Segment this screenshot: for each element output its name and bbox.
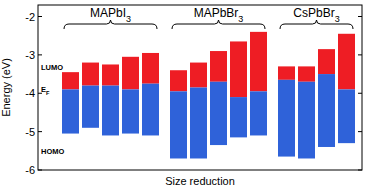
- y-tick: [38, 131, 42, 132]
- valence-bar: [102, 86, 119, 136]
- conduction-bar: [142, 53, 159, 84]
- conduction-bar: [338, 34, 355, 90]
- y-tick: [358, 93, 362, 94]
- conduction-bar: [210, 51, 227, 82]
- y-tick: [358, 16, 362, 17]
- conduction-bar: [190, 63, 207, 88]
- group-brace: [64, 20, 157, 29]
- group-label: MAPbBr3: [194, 6, 244, 24]
- y-tick-label: -6: [25, 164, 35, 176]
- valence-bar: [250, 91, 267, 135]
- y-tick-label: -3: [25, 49, 35, 61]
- group-brace: [280, 20, 353, 29]
- level-label: EF: [41, 85, 50, 96]
- group-label: MAPbI3: [90, 6, 131, 24]
- valence-bar: [142, 84, 159, 136]
- valence-bar: [338, 89, 355, 143]
- conduction-bar: [82, 63, 99, 86]
- y-tick: [358, 54, 362, 55]
- valence-bar: [230, 97, 247, 137]
- valence-bar: [278, 80, 295, 157]
- valence-bar: [298, 82, 315, 159]
- conduction-bar: [170, 70, 187, 91]
- x-axis-label: Size reduction: [165, 175, 235, 187]
- conduction-bar: [278, 66, 295, 79]
- y-axis-label: Energy (eV): [0, 58, 12, 117]
- conduction-bar: [318, 49, 335, 74]
- y-tick-label: -5: [25, 126, 35, 138]
- y-tick: [38, 170, 42, 171]
- y-tick: [38, 54, 42, 55]
- valence-bar: [62, 89, 79, 133]
- level-label: HOMO: [41, 147, 64, 156]
- conduction-bar: [250, 32, 267, 91]
- y-tick: [38, 16, 42, 17]
- valence-bar: [122, 89, 139, 133]
- chart: -6 -5 -4 -3 -2 Energy (eV) Size reduction MAPbI…: [0, 0, 365, 189]
- conduction-bar: [62, 72, 79, 89]
- valence-bar: [210, 82, 227, 145]
- y-tick: [358, 170, 362, 171]
- valence-bar: [318, 74, 335, 147]
- y-tick-label: -4: [25, 87, 35, 99]
- y-tick-label: -2: [25, 11, 35, 23]
- conduction-bar: [298, 66, 315, 81]
- level-label: LUMO: [41, 63, 63, 72]
- conduction-bar: [230, 41, 247, 97]
- group-label: CsPbBr3: [293, 6, 339, 24]
- valence-bar: [190, 88, 207, 159]
- valence-bar: [170, 91, 187, 158]
- valence-bar: [82, 86, 99, 128]
- group-brace: [172, 20, 265, 29]
- bars: [62, 32, 355, 159]
- y-tick: [358, 131, 362, 132]
- plot-frame: [38, 5, 362, 170]
- conduction-bar: [102, 64, 119, 85]
- conduction-bar: [122, 57, 139, 90]
